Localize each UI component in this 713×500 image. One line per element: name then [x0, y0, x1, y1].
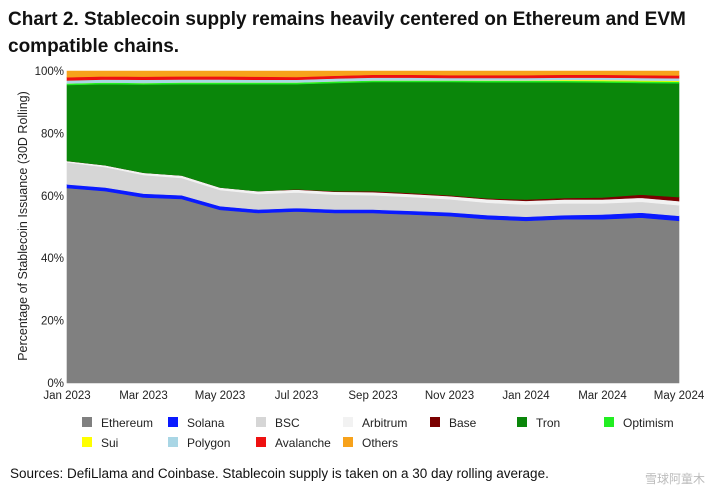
legend-item-base: Base [430, 416, 477, 430]
x-tick-label: Nov 2023 [425, 390, 474, 402]
legend-swatch [82, 437, 92, 447]
legend-item-arbitrum: Arbitrum [343, 416, 407, 430]
y-tick-label: 0% [47, 378, 64, 390]
y-tick-label: 20% [41, 316, 64, 328]
legend-swatch [168, 417, 178, 427]
x-tick-label: May 2024 [654, 390, 705, 402]
legend-item-others: Others [343, 436, 398, 450]
legend-item-sui: Sui [82, 436, 118, 450]
legend-swatch [256, 437, 266, 447]
legend-item-bsc: BSC [256, 416, 300, 430]
y-axis: 0% 20% 40% 60% 80% 100% [35, 66, 64, 390]
legend-label: Base [449, 416, 477, 430]
legend-swatch [168, 437, 178, 447]
y-tick-label: 60% [41, 191, 64, 203]
legend-swatch [343, 417, 353, 427]
legend-label: Avalanche [275, 436, 331, 450]
legend-label: Optimism [623, 416, 674, 430]
legend-item-polygon: Polygon [168, 436, 230, 450]
legend: Ethereum Solana BSC Arbitrum Base Tron Optimis… [82, 416, 674, 450]
watermark: 雪球阿童木 [644, 472, 705, 486]
legend-label: Polygon [187, 436, 230, 450]
area-layer [66, 70, 680, 384]
legend-swatch [517, 417, 527, 427]
legend-swatch [604, 417, 614, 427]
x-tick-label: Jan 2023 [43, 390, 90, 402]
x-tick-label: Sep 2023 [348, 390, 397, 402]
y-tick-label: 40% [41, 253, 64, 265]
legend-swatch [343, 437, 353, 447]
chart-title: Chart 2. Stablecoin supply remains heavi… [8, 9, 686, 57]
y-tick-label: 100% [35, 66, 64, 78]
legend-label: Solana [187, 416, 225, 430]
legend-swatch [82, 417, 92, 427]
legend-label: BSC [275, 416, 300, 430]
legend-item-solana: Solana [168, 416, 225, 430]
area-others [66, 70, 680, 78]
source-note: Sources: DefiLlama and Coinbase. Stablec… [10, 466, 549, 481]
legend-label: Ethereum [101, 416, 153, 430]
x-tick-label: Mar 2024 [578, 390, 627, 402]
x-tick-label: Jan 2024 [502, 390, 550, 402]
y-axis-label: Percentage of Stablecoin Issuance (30D R… [16, 91, 30, 361]
legend-item-tron: Tron [517, 416, 560, 430]
legend-item-ethereum: Ethereum [82, 416, 153, 430]
x-tick-label: May 2023 [195, 390, 246, 402]
legend-label: Others [362, 436, 398, 450]
legend-item-avalanche: Avalanche [256, 436, 331, 450]
legend-label: Tron [536, 416, 560, 430]
legend-swatch [430, 417, 440, 427]
legend-swatch [256, 417, 266, 427]
x-tick-label: Jul 2023 [275, 390, 318, 402]
x-tick-label: Mar 2023 [119, 390, 168, 402]
y-tick-label: 80% [41, 128, 64, 140]
x-axis: Jan 2023 Mar 2023 May 2023 Jul 2023 Sep 2023… [43, 390, 705, 402]
legend-label: Sui [101, 436, 118, 450]
legend-item-optimism: Optimism [604, 416, 674, 430]
legend-label: Arbitrum [362, 416, 407, 430]
